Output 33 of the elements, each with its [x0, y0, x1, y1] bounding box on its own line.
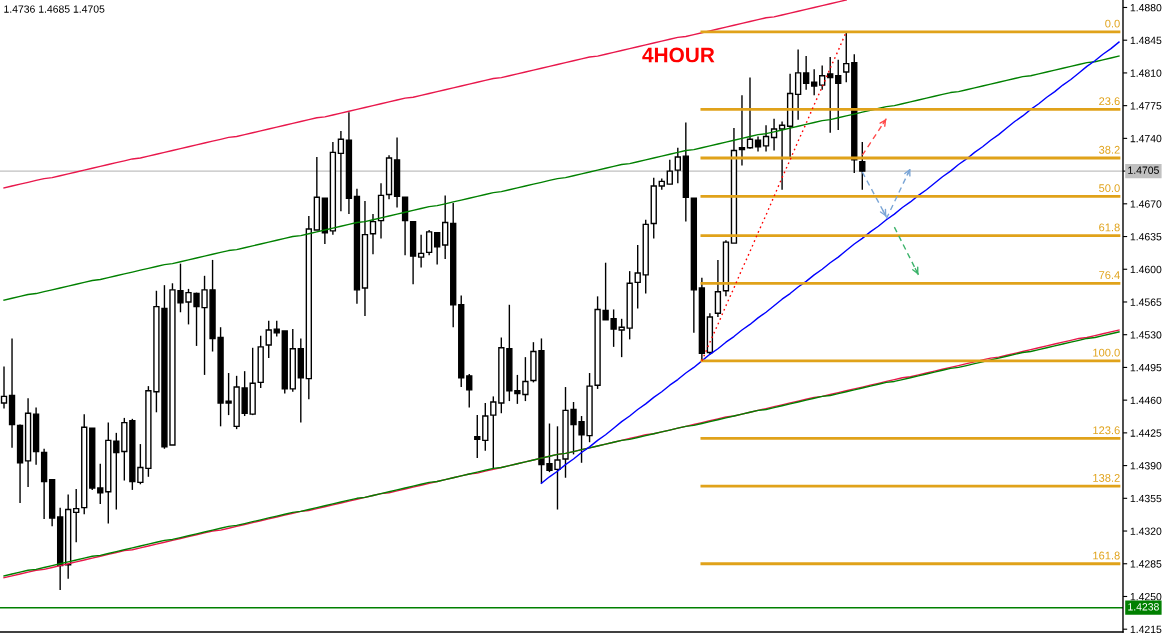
y-tick-label: 1.4740: [1130, 134, 1162, 143]
ref-line-label: 1.4705: [1128, 166, 1159, 174]
y-tick-label: 1.4215: [1130, 625, 1162, 634]
series-label: 50.0: [1099, 184, 1120, 193]
y-tick-label: 1.4460: [1130, 396, 1162, 405]
y-tick-label: 1.4845: [1130, 36, 1162, 45]
y-tick-label: 1.4880: [1130, 3, 1162, 12]
y-tick-label: 1.4565: [1130, 298, 1162, 306]
series-label: 100.0: [1093, 348, 1120, 357]
series-label: 138.2: [1093, 474, 1120, 482]
y-tick-label: 1.4320: [1130, 527, 1162, 535]
series-label: 38.2: [1099, 145, 1120, 154]
series-label: 123.6: [1093, 426, 1120, 435]
series-label: 161.8: [1093, 551, 1120, 560]
series-label: 76.4: [1099, 271, 1120, 279]
y-tick-label: 1.4810: [1130, 69, 1162, 77]
y-tick-label: 1.4495: [1130, 363, 1162, 372]
y-tick-label: 1.4670: [1130, 200, 1162, 208]
ref-line-label: 1.4238: [1128, 603, 1159, 611]
annotation: 1.4736 1.4685 1.4705: [4, 5, 105, 13]
y-tick-label: 1.4355: [1130, 494, 1162, 503]
y-tick-label: 1.4600: [1130, 265, 1162, 274]
y-tick-label: 1.4390: [1130, 462, 1162, 470]
y-tick-label: 1.4285: [1130, 560, 1162, 568]
series-label: 0.0: [1105, 19, 1120, 28]
y-tick-label: 1.4250: [1130, 592, 1162, 601]
y-tick-label: 1.4775: [1130, 102, 1162, 110]
y-tick-label: 1.4425: [1130, 429, 1162, 437]
series-label: 61.8: [1099, 223, 1120, 232]
annotation: 4HOUR: [642, 47, 715, 63]
series-label: 23.6: [1099, 97, 1120, 106]
y-tick-label: 1.4530: [1130, 331, 1162, 339]
y-tick-label: 1.4635: [1130, 233, 1162, 241]
